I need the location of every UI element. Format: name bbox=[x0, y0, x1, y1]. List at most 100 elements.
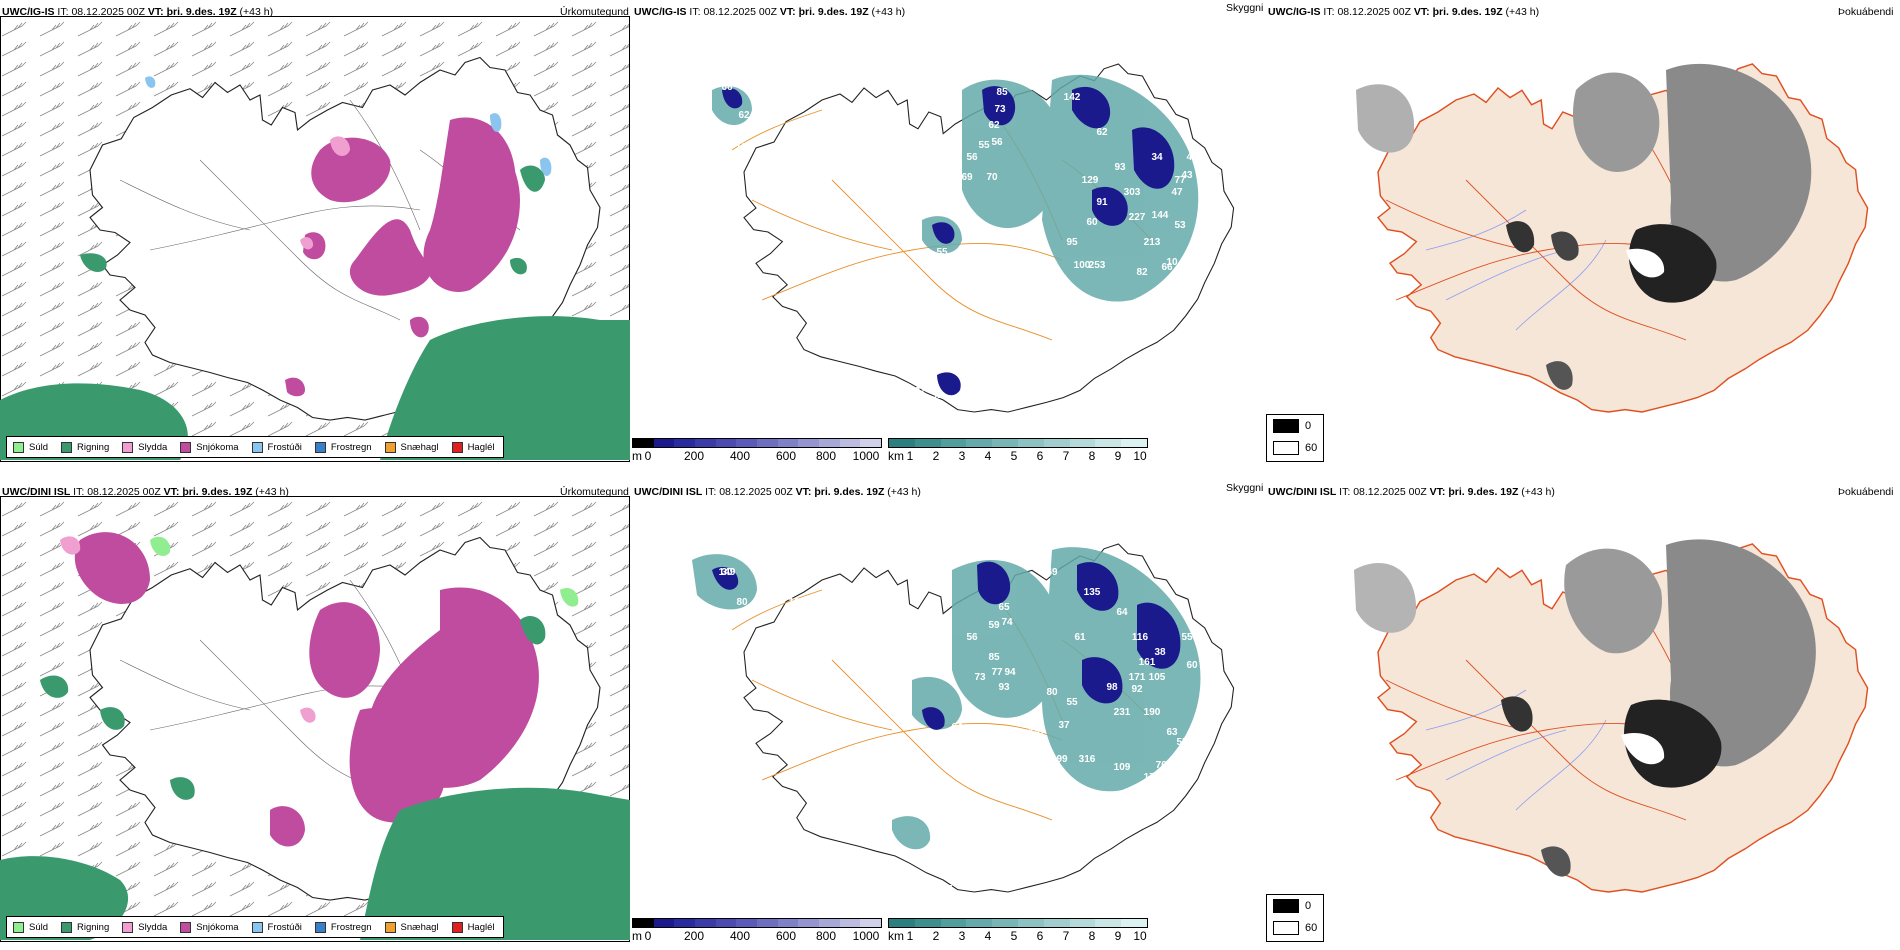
vt-value: þri. 9.des. 19Z bbox=[1448, 486, 1519, 498]
snow-depth-label: 60 bbox=[1186, 660, 1198, 671]
legend-label: Súld bbox=[29, 441, 49, 453]
legend-label: Slydda bbox=[138, 921, 168, 933]
precip-panel-row2: UWC/DINI ISL IT: 08.12.2025 00Z VT: þri.… bbox=[0, 480, 630, 945]
snow-depth-label: 316 bbox=[1079, 754, 1096, 765]
snow-depth-label: 303 bbox=[1124, 187, 1141, 198]
fog-legend-low: 0 bbox=[1305, 420, 1312, 432]
visibility-tick: 8 bbox=[1088, 449, 1096, 463]
snow-depth-label: 74 bbox=[1001, 617, 1013, 628]
vt-value: þri. 9.des. 19Z bbox=[814, 486, 885, 498]
snow-depth-label: 109 bbox=[1114, 762, 1131, 773]
snow-depth-label: 93 bbox=[998, 682, 1010, 693]
visibility-tick: 7 bbox=[1062, 449, 1070, 463]
visibility-tick: 3 bbox=[958, 929, 966, 943]
legend-swatch bbox=[61, 921, 73, 933]
snow-depth-label: 60 bbox=[1086, 217, 1098, 228]
it-label: IT: bbox=[57, 6, 69, 18]
snow-areas bbox=[74, 532, 539, 847]
legend-item: Súld bbox=[13, 921, 48, 933]
legend-item: Slydda bbox=[122, 921, 168, 933]
visibility-tick: 6 bbox=[1036, 929, 1044, 943]
snow-depth-label: 161 bbox=[1139, 657, 1156, 668]
fog-legend-high-swatch bbox=[1273, 921, 1299, 935]
map-frame bbox=[0, 496, 630, 942]
fog-map bbox=[1354, 539, 1869, 893]
legend-label: Rigning bbox=[77, 921, 110, 933]
snow-depth-label: 768 bbox=[1156, 760, 1173, 771]
height-tick: 200 bbox=[683, 449, 705, 463]
fog-map bbox=[1356, 63, 1869, 413]
snow-depth-label: 27 bbox=[914, 386, 926, 397]
visibility-colorbar: km 1 2 3 4 5 6 7 8 9 10 bbox=[888, 918, 1148, 945]
snow-depth-label: 61 bbox=[776, 562, 788, 573]
visibility-tick: 1 bbox=[906, 449, 914, 463]
snow-depth-label: 55 bbox=[978, 140, 990, 151]
panel-title: Skyggni bbox=[1226, 482, 1264, 494]
snow-depth-label: 111 bbox=[769, 627, 785, 638]
snow-panel-row2: UWC/DINI ISL IT: 08.12.2025 00Z VT: þri.… bbox=[632, 480, 1272, 945]
fog-legend-low-swatch bbox=[1273, 899, 1299, 913]
visibility-tick: 8 bbox=[1088, 929, 1096, 943]
fog-legend-low: 0 bbox=[1305, 900, 1312, 912]
legend-label: Snæhagl bbox=[400, 441, 439, 453]
snow-depth-label: 213 bbox=[1144, 237, 1161, 248]
vt-label: VT: bbox=[779, 6, 796, 18]
snow-depth-label: 70 bbox=[986, 172, 998, 183]
snow-depth-label: 135 bbox=[1084, 587, 1101, 598]
legend-swatch bbox=[251, 921, 263, 933]
vt-label: VT: bbox=[795, 486, 812, 498]
panel-header: UWC/IG-IS IT: 08.12.2025 00Z VT: þri. 9.… bbox=[2, 6, 273, 18]
vt-value: þri. 9.des. 19Z bbox=[798, 6, 869, 18]
snow-depth-label: 66 bbox=[1161, 262, 1173, 273]
visibility-colorbar: km 1 2 3 4 5 6 7 8 9 10 bbox=[888, 438, 1148, 465]
legend-label: Snæhagl bbox=[400, 921, 439, 933]
model-name: UWC/DINI ISL bbox=[1268, 486, 1337, 498]
snow-depth-label: 92 bbox=[1131, 684, 1143, 695]
snow-depth-label: 69 bbox=[961, 172, 973, 183]
legend-item: Frostregn bbox=[314, 921, 372, 933]
visibility-tick: 4 bbox=[984, 929, 992, 943]
snow-depth-label: 48 bbox=[1186, 152, 1198, 163]
height-colorbar: m 0 200 400 600 800 1000 bbox=[632, 918, 882, 945]
panel-title: Skyggni bbox=[1226, 2, 1264, 14]
snow-panel-row1: UWC/IG-IS IT: 08.12.2025 00Z VT: þri. 9.… bbox=[632, 0, 1272, 465]
snow-depth-label: 55 bbox=[1181, 632, 1193, 643]
legend-item: Frostúði bbox=[251, 441, 302, 453]
visibility-tick: 2 bbox=[932, 929, 940, 943]
panel-header: UWC/IG-IS IT: 08.12.2025 00Z VT: þri. 9.… bbox=[1268, 6, 1539, 18]
snow-depth-label: 85 bbox=[996, 87, 1008, 98]
snow-depth-label: 34 bbox=[1151, 152, 1163, 163]
legend-swatch bbox=[61, 441, 73, 453]
legend-swatch bbox=[13, 921, 24, 933]
snow-depth-label: 149 bbox=[719, 567, 736, 578]
legend-item: Snjókoma bbox=[180, 921, 239, 933]
snow-depth-label: 100 bbox=[1074, 260, 1091, 271]
legend-swatch bbox=[384, 921, 396, 933]
lead-time: (+43 h) bbox=[871, 6, 906, 18]
legend-item: Haglél bbox=[451, 921, 495, 933]
panel-header: UWC/DINI ISL IT: 08.12.2025 00Z VT: þri.… bbox=[1268, 486, 1555, 498]
vt-value: þri. 9.des. 19Z bbox=[166, 6, 237, 18]
it-label: IT: bbox=[705, 486, 717, 498]
fog-legend-high-swatch bbox=[1273, 441, 1299, 455]
model-name: UWC/IG-IS bbox=[634, 6, 687, 18]
visibility-tick: 6 bbox=[1036, 449, 1044, 463]
snow-depth-label: 61 bbox=[1074, 632, 1086, 643]
legend-label: Haglél bbox=[467, 441, 495, 453]
it-label: IT: bbox=[1323, 6, 1335, 18]
snow-depth-label: 62 bbox=[738, 110, 750, 121]
snow-depth-label: 56 bbox=[966, 152, 978, 163]
visibility-tick: 5 bbox=[1010, 449, 1018, 463]
it-value: 08.12.2025 00Z bbox=[703, 6, 777, 18]
snow-depth-label: 91 bbox=[1096, 197, 1108, 208]
visibility-tick: 10 bbox=[1133, 449, 1147, 463]
height-unit: m bbox=[632, 929, 642, 943]
legend-label: Snjókoma bbox=[196, 441, 239, 453]
panel-header: UWC/IG-IS IT: 08.12.2025 00Z VT: þri. 9.… bbox=[634, 6, 905, 18]
snow-depth-labels: 149 61 80 105 111 56 59 74 65 85 77 94 73 93 69 135 64 61… bbox=[719, 562, 1198, 895]
legend-swatch bbox=[314, 441, 326, 453]
visibility-unit: km bbox=[888, 929, 904, 943]
lead-time: (+43 h) bbox=[239, 6, 274, 18]
snow-depth-label: 85 bbox=[988, 652, 1000, 663]
snow-depth-label: 97 bbox=[966, 232, 978, 243]
